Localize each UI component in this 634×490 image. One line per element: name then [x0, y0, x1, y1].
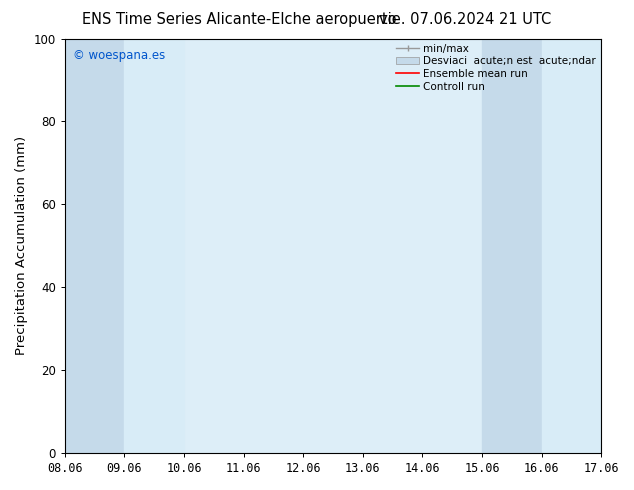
- Bar: [65, 39, 124, 453]
- Y-axis label: Precipitation Accumulation (mm): Precipitation Accumulation (mm): [15, 136, 28, 355]
- Text: vie. 07.06.2024 21 UTC: vie. 07.06.2024 21 UTC: [379, 12, 552, 27]
- Bar: [124, 39, 184, 453]
- Bar: [541, 39, 601, 453]
- Text: © woespana.es: © woespana.es: [73, 49, 165, 62]
- Bar: [601, 39, 634, 453]
- Text: ENS Time Series Alicante-Elche aeropuerto: ENS Time Series Alicante-Elche aeropuert…: [82, 12, 397, 27]
- Bar: [482, 39, 541, 453]
- Legend: min/max, Desviaci  acute;n est  acute;ndar, Ensemble mean run, Controll run: min/max, Desviaci acute;n est acute;ndar…: [394, 42, 598, 94]
